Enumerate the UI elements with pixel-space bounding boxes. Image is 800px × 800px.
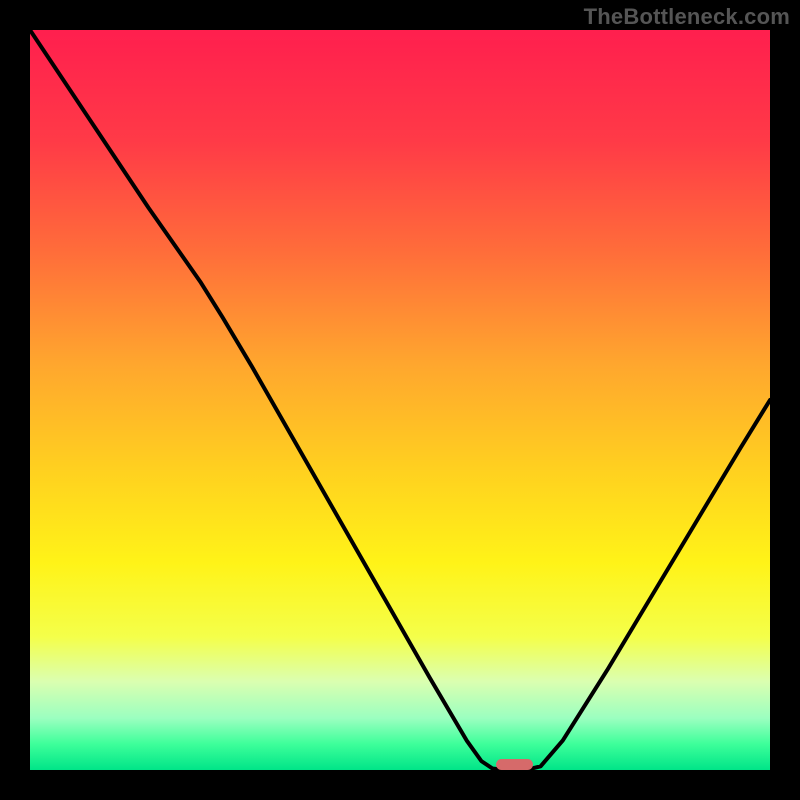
curve-line (30, 30, 770, 770)
chart-container: TheBottleneck.com (0, 0, 800, 800)
plot-area (30, 30, 770, 770)
watermark-text: TheBottleneck.com (584, 4, 790, 30)
minimum-marker (496, 759, 533, 770)
